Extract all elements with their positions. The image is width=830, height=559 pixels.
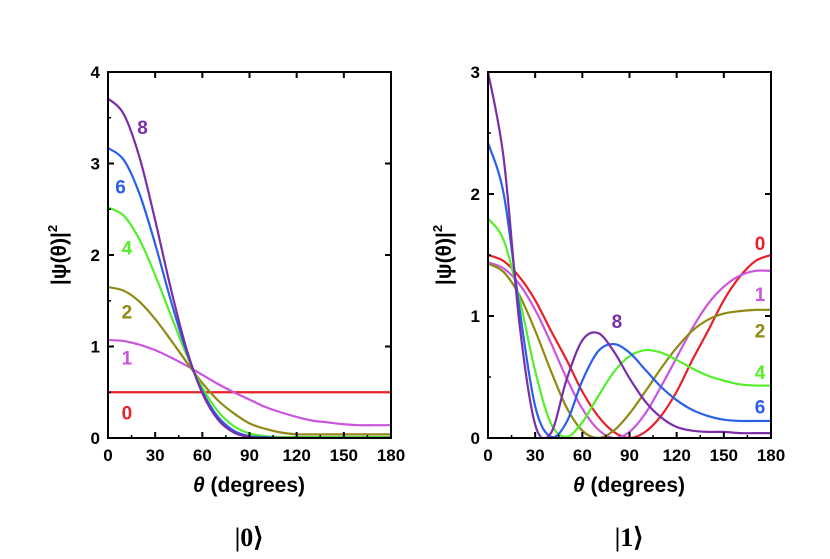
x-axis-unit: (degrees) xyxy=(585,474,685,497)
series-label-6: 6 xyxy=(755,397,766,418)
series-label-2: 2 xyxy=(122,303,133,324)
chart-panel-ground-state: 0 30 60 90 120 150 180 0 1 2 3 4 0 1 2 4 6 8 θ (degrees)… xyxy=(45,63,405,552)
x-axis-title: θ (degrees) xyxy=(193,474,305,497)
y-tick-label: 2 xyxy=(471,185,480,204)
x-tick-label: 120 xyxy=(662,446,690,465)
x-tick-label: 90 xyxy=(240,446,259,465)
series-line-4 xyxy=(108,207,391,437)
series-label-2: 2 xyxy=(755,322,766,343)
y-axis-title: |ψ(θ)|2 xyxy=(430,225,456,285)
series-label-6: 6 xyxy=(115,177,126,198)
y-axis-superscript: 2 xyxy=(430,225,445,232)
x-tick-label: 60 xyxy=(193,446,212,465)
y-tick-label: 3 xyxy=(471,63,480,82)
series-line-1 xyxy=(108,340,391,425)
x-tick-label: 0 xyxy=(103,446,112,465)
figure: 0 30 60 90 120 150 18001234 012468 θ (degrees)… xyxy=(0,0,830,559)
x-tick-label: 60 xyxy=(573,446,592,465)
y-tick-label: 1 xyxy=(91,338,100,357)
x-axis-symbol: θ xyxy=(573,474,585,497)
panel-caption: |0⟩ xyxy=(235,523,264,552)
y-axis-title: |ψ(θ)|2 xyxy=(45,225,71,285)
curves-group xyxy=(108,99,391,439)
y-tick-label: 2 xyxy=(91,246,100,265)
x-axis-title: θ (degrees) xyxy=(573,474,685,497)
series-line-8 xyxy=(108,99,391,439)
x-tick-label: 0 xyxy=(483,446,492,465)
y-axis-superscript: 2 xyxy=(45,225,60,232)
y-tick-label: 1 xyxy=(471,307,480,326)
series-label-1: 1 xyxy=(122,348,133,369)
x-tick-label: 30 xyxy=(146,446,165,465)
series-label-4: 4 xyxy=(122,239,133,260)
series-label-1: 1 xyxy=(755,285,766,306)
series-line-6 xyxy=(488,143,771,438)
y-tick-label: 4 xyxy=(91,63,101,82)
y-axis-text: |ψ(θ)| xyxy=(48,232,71,285)
x-axis-symbol: θ xyxy=(193,474,205,497)
series-line-2 xyxy=(108,287,391,434)
series-line-6 xyxy=(108,148,391,438)
x-tick-label: 180 xyxy=(377,446,405,465)
y-axis-text: |ψ(θ)| xyxy=(433,232,456,285)
y-tick-label: 0 xyxy=(91,429,100,448)
series-label-8: 8 xyxy=(612,312,623,333)
x-tick-label: 150 xyxy=(710,446,738,465)
curves-group xyxy=(488,72,771,439)
x-tick-label: 90 xyxy=(620,446,639,465)
series-labels-group: 0 1 2 4 6 8 xyxy=(115,118,148,424)
y-tick-label: 0 xyxy=(471,429,480,448)
series-label-4: 4 xyxy=(755,363,766,384)
series-label-0: 0 xyxy=(122,403,133,424)
y-tick-label: 3 xyxy=(91,155,100,174)
x-axis-unit: (degrees) xyxy=(205,474,305,497)
plot-frame xyxy=(108,72,391,438)
panel-caption: |1⟩ xyxy=(615,523,644,552)
series-label-0: 0 xyxy=(755,234,766,255)
series-labels-group: 0 1 2 4 6 8 xyxy=(612,234,766,418)
x-tick-label: 30 xyxy=(526,446,545,465)
x-tick-label: 180 xyxy=(757,446,785,465)
x-tick-label: 150 xyxy=(330,446,358,465)
series-label-8: 8 xyxy=(137,118,148,139)
x-tick-label: 120 xyxy=(282,446,310,465)
